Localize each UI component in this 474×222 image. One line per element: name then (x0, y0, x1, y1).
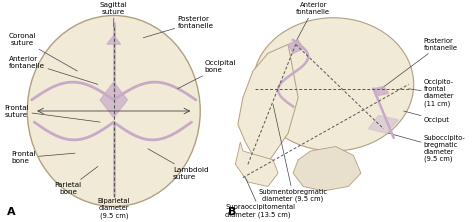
Polygon shape (374, 87, 389, 95)
Text: Sagittal
suture: Sagittal suture (100, 2, 128, 27)
Text: Anterior
fontanelle: Anterior fontanelle (296, 2, 330, 42)
Text: Frontal
bone: Frontal bone (11, 151, 75, 164)
Polygon shape (235, 142, 278, 186)
Polygon shape (293, 147, 361, 191)
Text: Occipital
bone: Occipital bone (177, 60, 236, 89)
Ellipse shape (253, 18, 414, 151)
Text: Posterior
fontanelle: Posterior fontanelle (143, 16, 214, 38)
Text: Occipito-
frontal
diameter
(11 cm): Occipito- frontal diameter (11 cm) (409, 79, 455, 107)
Text: Submentobregmatic
diameter (9.5 cm): Submentobregmatic diameter (9.5 cm) (258, 104, 328, 202)
Ellipse shape (27, 16, 200, 206)
Text: Coronal
suture: Coronal suture (9, 34, 77, 71)
Text: A: A (7, 207, 16, 217)
Polygon shape (100, 82, 128, 118)
Text: Anterior
fontanelle: Anterior fontanelle (9, 56, 98, 84)
Polygon shape (288, 40, 303, 53)
Text: B: B (228, 207, 236, 217)
Text: Lambdoid
suture: Lambdoid suture (148, 149, 209, 180)
Text: Biparietal
diameter
(9.5 cm): Biparietal diameter (9.5 cm) (98, 198, 130, 219)
Polygon shape (107, 35, 120, 44)
Text: Parietal
bone: Parietal bone (55, 166, 98, 195)
Text: Supraoccipitomental
diameter (13.5 cm): Supraoccipitomental diameter (13.5 cm) (225, 178, 295, 218)
Text: Posterior
fontanelle: Posterior fontanelle (381, 38, 458, 89)
Text: Frontal
suture: Frontal suture (5, 105, 100, 122)
Polygon shape (238, 44, 298, 169)
Polygon shape (368, 115, 399, 133)
Text: Occiput: Occiput (404, 111, 450, 123)
Text: Suboccipito-
bregmatic
diameter
(9.5 cm): Suboccipito- bregmatic diameter (9.5 cm) (389, 133, 465, 163)
